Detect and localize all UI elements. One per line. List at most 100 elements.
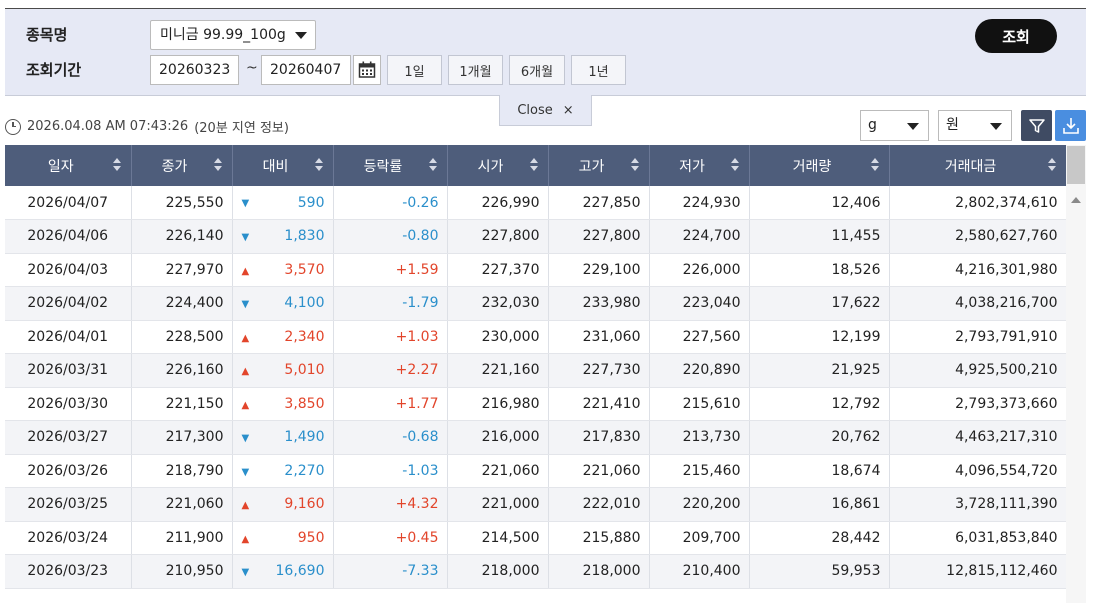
- sort-icon: [630, 158, 639, 172]
- amount-cell: 2,802,374,610: [889, 186, 1067, 220]
- col-header-high[interactable]: 고가: [548, 145, 650, 186]
- diff-cell: ▼ 2,270: [232, 454, 334, 488]
- high-cell: 227,800: [548, 219, 650, 254]
- weight-unit-select[interactable]: g: [860, 110, 929, 141]
- table-row[interactable]: 2026/04/02 224,400 ▼ 4,100 -1.79 232,030 233,9…: [5, 286, 1067, 321]
- col-header-volume[interactable]: 거래량: [749, 145, 890, 186]
- table-row[interactable]: 2026/04/07 225,550 ▼ 590 -0.26 226,990 227,850…: [5, 186, 1067, 220]
- low-cell: 224,700: [649, 219, 750, 254]
- amount-cell: 2,793,373,660: [889, 387, 1067, 421]
- sort-icon: [112, 158, 121, 172]
- market-data-panel: 종목명 미니금 99.99_100g 조회기간 20260323 ~ 20260…: [5, 8, 1086, 603]
- open-cell: 221,160: [447, 353, 549, 388]
- rate-cell: -0.68: [333, 420, 448, 455]
- calendar-button[interactable]: [353, 55, 381, 85]
- col-header-rate[interactable]: 등락률: [333, 145, 448, 186]
- scroll-thumb[interactable]: [1067, 146, 1085, 184]
- rate-cell: -0.26: [333, 186, 448, 220]
- end-date-input[interactable]: 20260407: [261, 55, 351, 85]
- volume-cell: 12,792: [749, 387, 890, 421]
- down-arrow-icon: ▼: [241, 232, 250, 243]
- close-cell: 228,500: [131, 320, 233, 354]
- table-row[interactable]: 2026/03/27 217,300 ▼ 1,490 -0.68 216,000 217,8…: [5, 420, 1067, 455]
- diff-value: 1,830: [284, 228, 325, 245]
- sort-icon: [870, 158, 879, 172]
- query-button[interactable]: 조회: [975, 19, 1057, 53]
- price-table-container: 일자 종가 대비 등락률 시가 고가 저가 거래량 거래대금 2026/04/0…: [5, 145, 1086, 603]
- date-cell: 2026/04/06: [5, 219, 132, 254]
- date-cell: 2026/03/30: [5, 387, 132, 421]
- table-row[interactable]: 2026/03/24 211,900 ▲ 950 +0.45 214,500 215,880…: [5, 521, 1067, 555]
- close-panel-button[interactable]: Close ×: [499, 95, 592, 126]
- start-date-input[interactable]: 20260323: [150, 55, 239, 85]
- date-cell: 2026/04/02: [5, 286, 132, 321]
- filter-button[interactable]: [1021, 110, 1052, 141]
- volume-cell: 59,953: [749, 554, 890, 589]
- amount-cell: 2,580,627,760: [889, 219, 1067, 254]
- diff-cell: ▼ 4,100: [232, 286, 334, 321]
- rate-cell: -7.33: [333, 554, 448, 589]
- col-header-low[interactable]: 저가: [649, 145, 750, 186]
- amount-cell: 4,925,500,210: [889, 353, 1067, 388]
- currency-unit-select[interactable]: 원: [938, 110, 1012, 141]
- col-header-open[interactable]: 시가: [447, 145, 549, 186]
- down-arrow-icon: ▼: [241, 299, 250, 310]
- table-row[interactable]: 2026/04/01 228,500 ▲ 2,340 +1.03 230,000 231,0…: [5, 320, 1067, 354]
- rate-cell: -1.79: [333, 286, 448, 321]
- open-cell: 230,000: [447, 320, 549, 354]
- rate-cell: -0.80: [333, 219, 448, 254]
- period-label: 조회기간: [26, 61, 82, 79]
- table-scrollbar[interactable]: [1066, 145, 1086, 603]
- high-cell: 231,060: [548, 320, 650, 354]
- col-header-amount[interactable]: 거래대금: [889, 145, 1067, 186]
- high-cell: 227,730: [548, 353, 650, 388]
- table-row[interactable]: 2026/03/26 218,790 ▼ 2,270 -1.03 221,060 221,0…: [5, 454, 1067, 488]
- diff-cell: ▲ 950: [232, 521, 334, 555]
- table-row[interactable]: 2026/03/31 226,160 ▲ 5,010 +2.27 221,160 227,7…: [5, 353, 1067, 388]
- delay-note: (20분 지연 정보): [194, 121, 289, 136]
- date-range-separator: ~: [246, 60, 258, 76]
- close-cell: 218,790: [131, 454, 233, 488]
- search-panel: 종목명 미니금 99.99_100g 조회기간 20260323 ~ 20260…: [5, 8, 1086, 96]
- diff-cell: ▲ 9,160: [232, 487, 334, 522]
- close-cell: 227,970: [131, 253, 233, 287]
- weight-unit-value: g: [868, 117, 877, 133]
- period-6month-button[interactable]: 6개월: [509, 55, 565, 85]
- date-cell: 2026/03/27: [5, 420, 132, 455]
- period-1day-button[interactable]: 1일: [387, 55, 442, 85]
- amount-cell: 3,728,111,390: [889, 487, 1067, 522]
- table-row[interactable]: 2026/04/06 226,140 ▼ 1,830 -0.80 227,800 227,8…: [5, 219, 1067, 254]
- down-arrow-icon: ▼: [241, 198, 250, 209]
- scroll-up-icon[interactable]: [1071, 197, 1081, 203]
- price-table: 일자 종가 대비 등락률 시가 고가 저가 거래량 거래대금 2026/04/0…: [5, 145, 1067, 589]
- down-arrow-icon: ▼: [241, 567, 250, 578]
- table-row[interactable]: 2026/03/30 221,150 ▲ 3,850 +1.77 216,980 221,4…: [5, 387, 1067, 421]
- close-cell: 224,400: [131, 286, 233, 321]
- item-select[interactable]: 미니금 99.99_100g: [150, 20, 316, 50]
- timestamp: 2026.04.08 AM 07:43:26: [27, 119, 189, 134]
- volume-cell: 18,674: [749, 454, 890, 488]
- close-cell: 226,160: [131, 353, 233, 388]
- chevron-down-icon: [990, 123, 1002, 130]
- sort-icon: [428, 158, 437, 172]
- download-button[interactable]: [1055, 110, 1086, 141]
- col-header-close[interactable]: 종가: [131, 145, 233, 186]
- col-header-date[interactable]: 일자: [5, 145, 132, 186]
- low-cell: 220,890: [649, 353, 750, 388]
- low-cell: 226,000: [649, 253, 750, 287]
- table-row[interactable]: 2026/03/23 210,950 ▼ 16,690 -7.33 218,000 218,…: [5, 554, 1067, 589]
- table-row[interactable]: 2026/03/25 221,060 ▲ 9,160 +4.32 221,000 222,0…: [5, 487, 1067, 522]
- volume-cell: 28,442: [749, 521, 890, 555]
- open-cell: 232,030: [447, 286, 549, 321]
- filter-icon: [1028, 118, 1045, 133]
- up-arrow-icon: ▲: [241, 500, 250, 511]
- diff-value: 2,340: [284, 328, 325, 345]
- col-header-diff[interactable]: 대비: [232, 145, 334, 186]
- close-cell: 226,140: [131, 219, 233, 254]
- diff-value: 16,690: [275, 563, 325, 580]
- period-1month-button[interactable]: 1개월: [448, 55, 503, 85]
- period-1year-button[interactable]: 1년: [571, 55, 626, 85]
- open-cell: 214,500: [447, 521, 549, 555]
- open-cell: 216,000: [447, 420, 549, 455]
- table-row[interactable]: 2026/04/03 227,970 ▲ 3,570 +1.59 227,370 229,1…: [5, 253, 1067, 287]
